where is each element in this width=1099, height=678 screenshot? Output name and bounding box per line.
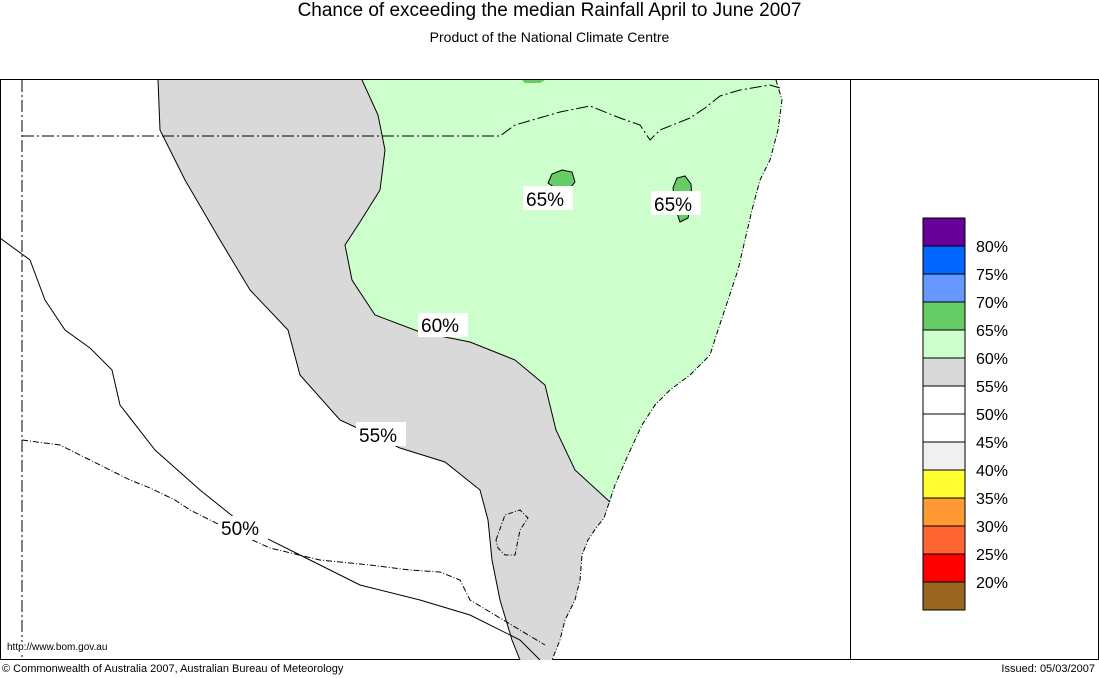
copyright-text: © Commonwealth of Australia 2007, Austra… [2,663,344,675]
legend-swatch [922,217,966,247]
issued-date: Issued: 05/03/2007 [1001,663,1095,675]
legend-label: 80% [976,239,1008,256]
legend-label: 65% [976,323,1008,340]
legend-swatch [922,329,966,359]
contour-label-65-west: 65% [526,190,564,211]
contour-label-55: 55% [359,426,397,447]
legend-swatch [922,469,966,499]
coastline [551,79,783,660]
legend-swatch [922,385,966,415]
label-bg-65-east [651,191,701,215]
legend-swatch [922,357,966,387]
contour-60 [344,79,611,503]
legend-swatch [922,441,966,471]
legend-swatch [922,273,966,303]
bom-url[interactable]: http://www.bom.gov.au [5,642,110,653]
legend-label: 25% [976,547,1008,564]
legend-label: 55% [976,379,1008,396]
legend-swatch [922,497,966,527]
legend-label: 45% [976,435,1008,452]
legend-swatch [922,553,966,583]
contour-label-65-east: 65% [654,195,692,216]
legend-label: 30% [976,519,1008,536]
map-subtitle: Product of the National Climate Centre [429,29,670,45]
legend-label: 70% [976,295,1008,312]
legend-label: 75% [976,267,1008,284]
legend-label: 60% [976,351,1008,368]
map-title: Chance of exceeding the median Rainfall … [297,0,802,21]
label-bg-60 [418,313,468,337]
label-bg-50 [218,516,268,540]
legend-swatch [922,525,966,555]
legend-swatch [922,301,966,331]
legend-swatch [922,245,966,275]
legend-swatch [922,581,966,611]
legend-swatch [922,413,966,443]
legend-label: 20% [976,575,1008,592]
label-bg-55 [356,422,406,446]
legend-label: 40% [976,463,1008,480]
band-55-60 [158,80,610,660]
contour-label-60: 60% [421,316,459,337]
color-legend: 80% 75% 70% 65% 60% 55% 50% 45% 40% 35% 30% 25% 20% [922,217,1008,611]
legend-label: 35% [976,491,1008,508]
rainfall-map: 65% 65% 60% 55% 50% 80% 75% 70% 65% 60% 55% 50… [0,79,1099,660]
contour-50 [0,237,541,660]
band-65-north [522,80,545,83]
band-60-65 [345,80,782,502]
port-phillip-bay [495,509,529,556]
contour-label-50: 50% [221,519,259,540]
state-border-north [22,84,781,141]
legend-label: 50% [976,407,1008,424]
label-bg-65-west [523,186,573,210]
